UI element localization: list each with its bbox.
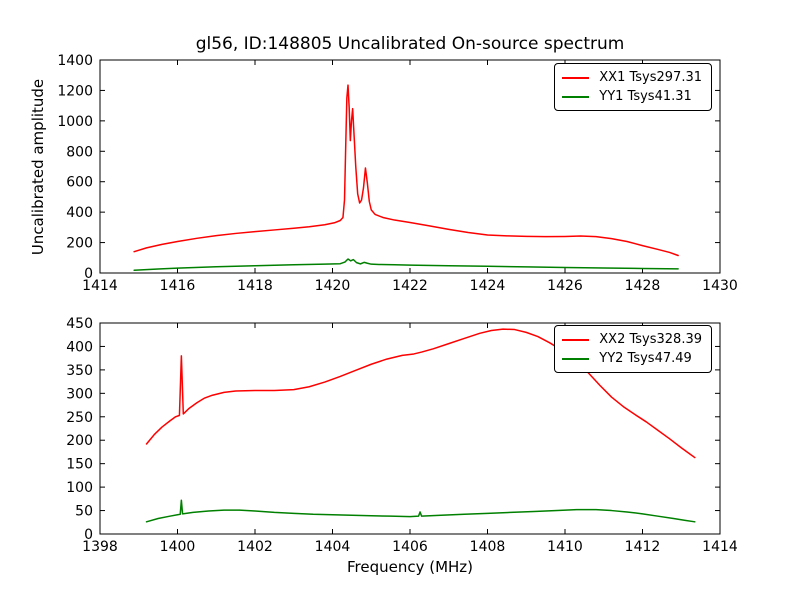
legend-line-sample-red — [562, 76, 590, 79]
svg-text:1406: 1406 — [392, 539, 428, 555]
figure-title: gl56, ID:148805 Uncalibrated On-source s… — [195, 34, 625, 54]
legend-line-sample-green — [562, 95, 590, 98]
svg-text:1410: 1410 — [547, 539, 583, 555]
svg-text:1414: 1414 — [82, 278, 118, 294]
svg-text:200: 200 — [66, 433, 93, 449]
svg-text:1400: 1400 — [160, 539, 196, 555]
legend-line-sample-green — [562, 357, 590, 360]
legend-entry-yy1: YY1 Tsys41.31 — [562, 87, 702, 106]
svg-text:150: 150 — [66, 457, 93, 473]
svg-text:0: 0 — [84, 527, 93, 543]
svg-text:1412: 1412 — [625, 539, 661, 555]
legend-label-xx1: XX1 Tsys297.31 — [599, 70, 702, 85]
svg-text:1422: 1422 — [392, 278, 428, 294]
legend-entry-yy2: YY2 Tsys47.49 — [562, 349, 702, 368]
svg-text:1420: 1420 — [315, 278, 351, 294]
svg-text:1402: 1402 — [237, 539, 273, 555]
svg-text:400: 400 — [66, 339, 93, 355]
svg-text:250: 250 — [66, 410, 93, 426]
legend-entry-xx2: XX2 Tsys328.39 — [562, 330, 702, 349]
svg-text:1428: 1428 — [625, 278, 661, 294]
svg-text:1414: 1414 — [702, 539, 738, 555]
svg-text:1200: 1200 — [57, 83, 93, 99]
svg-text:200: 200 — [66, 236, 93, 252]
svg-text:1418: 1418 — [237, 278, 273, 294]
svg-text:1416: 1416 — [160, 278, 196, 294]
svg-text:1408: 1408 — [470, 539, 506, 555]
legend-label-xx2: XX2 Tsys328.39 — [599, 332, 702, 347]
svg-text:100: 100 — [66, 480, 93, 496]
svg-text:1398: 1398 — [82, 539, 118, 555]
svg-text:800: 800 — [66, 144, 93, 160]
svg-text:300: 300 — [66, 386, 93, 402]
svg-text:1426: 1426 — [547, 278, 583, 294]
legend-label-yy1: YY1 Tsys41.31 — [599, 89, 692, 104]
x-axis-label: Frequency (MHz) — [346, 558, 474, 576]
svg-text:0: 0 — [84, 266, 93, 282]
svg-text:350: 350 — [66, 363, 93, 379]
svg-text:1430: 1430 — [702, 278, 738, 294]
svg-text:1424: 1424 — [470, 278, 506, 294]
legend-bottom: XX2 Tsys328.39 YY2 Tsys47.49 — [554, 325, 712, 373]
svg-text:400: 400 — [66, 205, 93, 221]
legend-line-sample-red — [562, 338, 590, 341]
legend-label-yy2: YY2 Tsys47.49 — [599, 351, 692, 366]
svg-text:1000: 1000 — [57, 114, 93, 130]
svg-text:450: 450 — [66, 316, 93, 332]
legend-top: XX1 Tsys297.31 YY1 Tsys41.31 — [554, 63, 712, 111]
legend-entry-xx1: XX1 Tsys297.31 — [562, 68, 702, 87]
svg-text:1404: 1404 — [315, 539, 351, 555]
svg-text:600: 600 — [66, 175, 93, 191]
svg-text:1400: 1400 — [57, 53, 93, 69]
y-axis-label: Uncalibrated amplitude — [29, 78, 47, 256]
svg-text:50: 50 — [75, 504, 93, 520]
